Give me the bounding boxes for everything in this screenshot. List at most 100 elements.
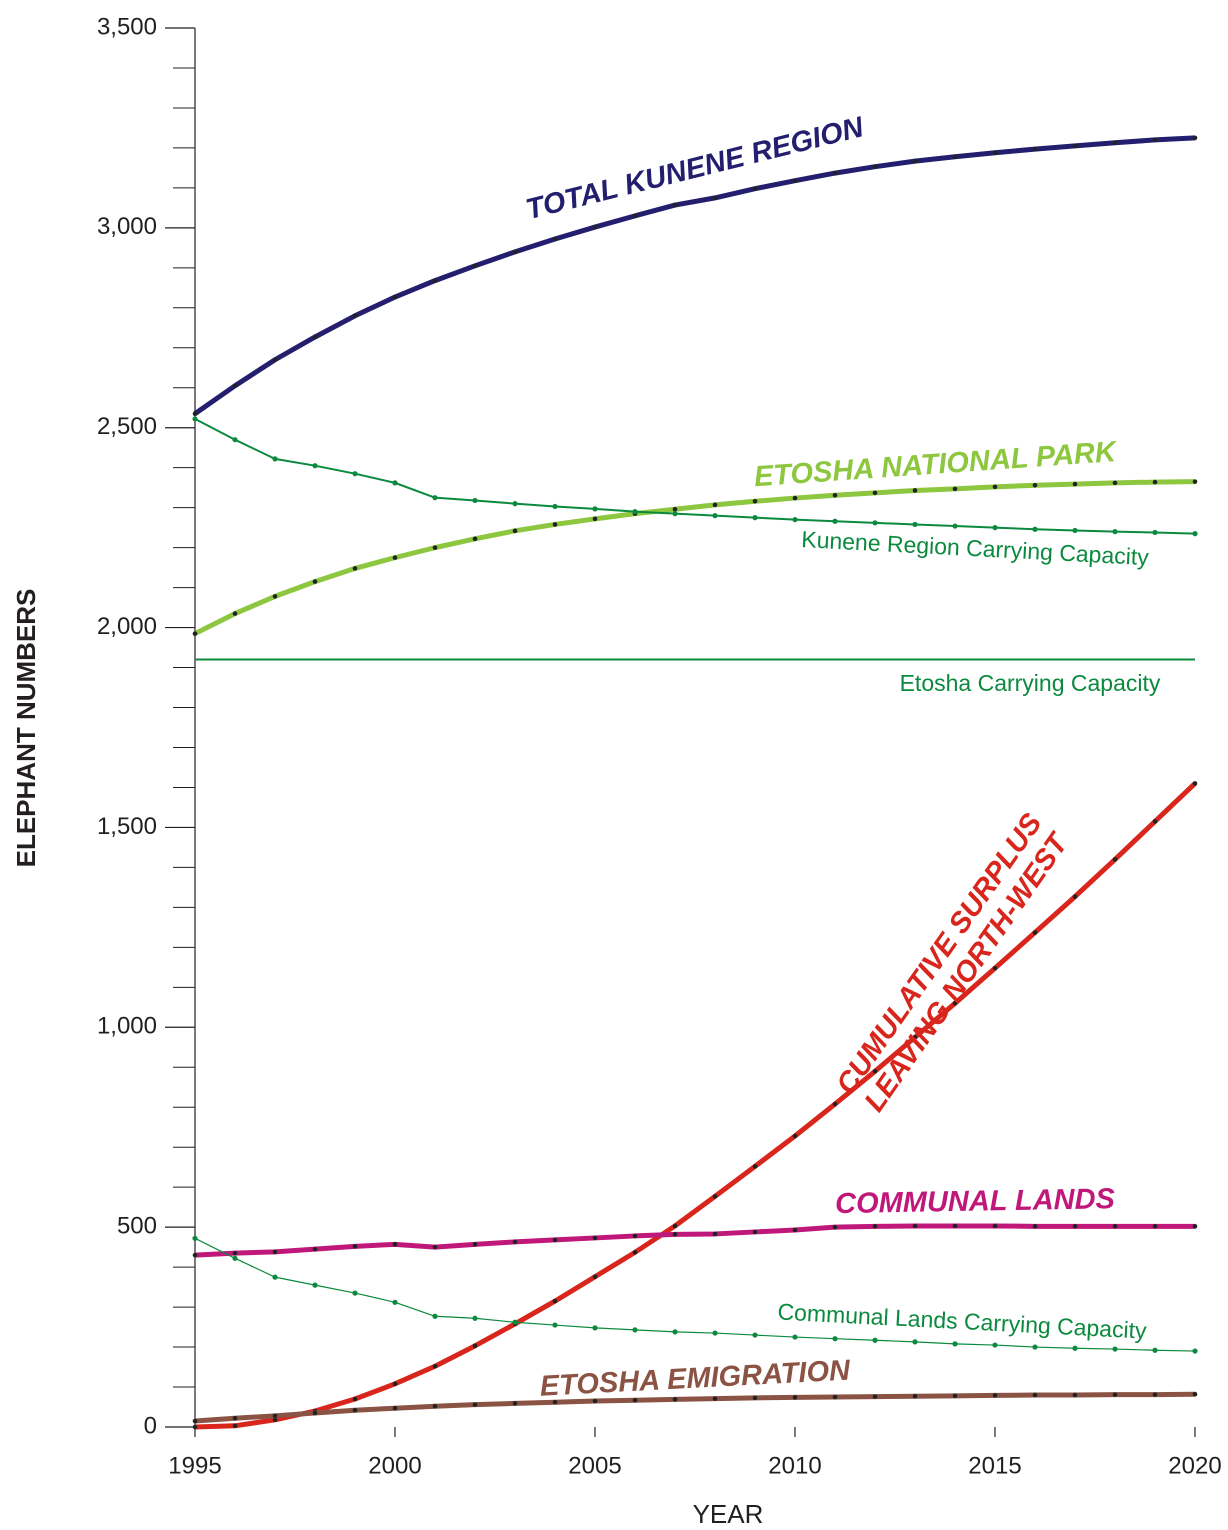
data-point <box>752 186 758 191</box>
data-point <box>872 1394 878 1399</box>
data-point <box>1152 1224 1158 1229</box>
data-point <box>592 1325 598 1331</box>
data-point <box>912 488 918 493</box>
data-point <box>992 1223 998 1229</box>
x-tick-label: 1995 <box>168 1452 221 1479</box>
data-point <box>672 506 678 512</box>
data-point <box>352 1244 358 1249</box>
data-point <box>472 1315 478 1321</box>
data-point <box>672 1397 678 1402</box>
data-point <box>232 1250 238 1256</box>
data-point <box>752 498 758 504</box>
data-point <box>232 383 238 389</box>
data-point <box>912 1339 918 1345</box>
data-point <box>792 1334 798 1340</box>
data-point <box>312 463 318 469</box>
data-point <box>512 1239 518 1245</box>
data-point <box>952 523 958 529</box>
data-point <box>592 224 598 230</box>
data-point <box>392 1299 398 1305</box>
x-tick-label: 2015 <box>968 1452 1021 1479</box>
data-point <box>312 334 318 340</box>
data-point <box>192 1235 198 1241</box>
data-point <box>712 1396 718 1401</box>
series-line <box>194 1223 1195 1258</box>
data-point <box>552 1237 558 1243</box>
data-point <box>232 437 238 443</box>
data-point <box>792 1227 798 1233</box>
data-point <box>592 506 598 512</box>
data-point <box>432 1403 438 1409</box>
data-point <box>792 517 798 523</box>
y-tick-label: 1,000 <box>97 1013 157 1040</box>
data-point <box>1112 857 1118 862</box>
data-point <box>992 150 998 156</box>
series-label: CUMULATIVE SURPLUS LEAVING NORTH-WEST <box>830 807 1075 1118</box>
data-point <box>552 1298 558 1304</box>
data-point <box>672 1223 678 1229</box>
data-point <box>272 1249 278 1255</box>
data-point <box>712 502 718 508</box>
data-point <box>712 513 718 519</box>
data-point <box>512 528 518 534</box>
data-point <box>872 1337 878 1343</box>
data-point <box>472 497 478 504</box>
data-point <box>752 1229 758 1235</box>
data-point <box>1192 531 1198 537</box>
data-point <box>512 1319 518 1325</box>
data-point <box>792 495 798 501</box>
y-tick-label: 2,500 <box>97 413 157 440</box>
data-point <box>272 1413 278 1419</box>
data-point <box>1192 1224 1198 1229</box>
x-tick-label: 2020 <box>1168 1452 1221 1479</box>
data-point <box>1032 482 1038 488</box>
data-point <box>1192 1391 1198 1397</box>
data-point <box>1032 526 1038 532</box>
data-point <box>672 1232 678 1237</box>
data-point <box>312 1410 318 1416</box>
series-label: Etosha Carrying Capacity <box>900 670 1161 696</box>
data-point <box>432 545 438 550</box>
data-point <box>1152 479 1158 485</box>
data-point <box>392 555 398 560</box>
data-point <box>872 490 878 496</box>
data-point <box>312 1246 318 1252</box>
data-point <box>752 1332 758 1338</box>
data-point <box>472 1343 478 1349</box>
y-tick-label: 2,000 <box>97 613 157 640</box>
data-point <box>712 1194 718 1199</box>
data-point <box>192 416 198 422</box>
data-point <box>232 1423 238 1429</box>
data-point <box>912 1034 918 1040</box>
data-point <box>952 154 958 160</box>
data-point <box>232 1415 238 1421</box>
data-point <box>272 1274 278 1280</box>
series-label: Kunene Region Carrying Capacity <box>801 526 1150 570</box>
data-point <box>272 1417 278 1423</box>
y-tick-label: 3,500 <box>97 13 157 40</box>
data-point <box>512 1401 518 1406</box>
data-point <box>992 1342 998 1348</box>
data-point <box>912 1393 918 1399</box>
data-point <box>352 1396 358 1402</box>
data-point <box>1112 1224 1118 1229</box>
data-point <box>1112 480 1118 486</box>
series-line <box>194 781 1197 1430</box>
data-point <box>792 1133 798 1139</box>
data-point <box>392 1381 398 1387</box>
data-point <box>392 1242 398 1247</box>
data-point <box>192 411 198 417</box>
series-line <box>194 1237 1196 1352</box>
data-point <box>512 249 518 255</box>
data-point <box>952 1223 958 1229</box>
data-point <box>472 1242 478 1247</box>
data-point <box>1192 781 1198 786</box>
data-point <box>1072 1224 1078 1229</box>
data-point <box>1152 1392 1158 1397</box>
data-point <box>1112 1392 1118 1397</box>
data-point <box>672 1329 678 1335</box>
data-point <box>312 579 318 584</box>
data-point <box>1152 819 1158 824</box>
